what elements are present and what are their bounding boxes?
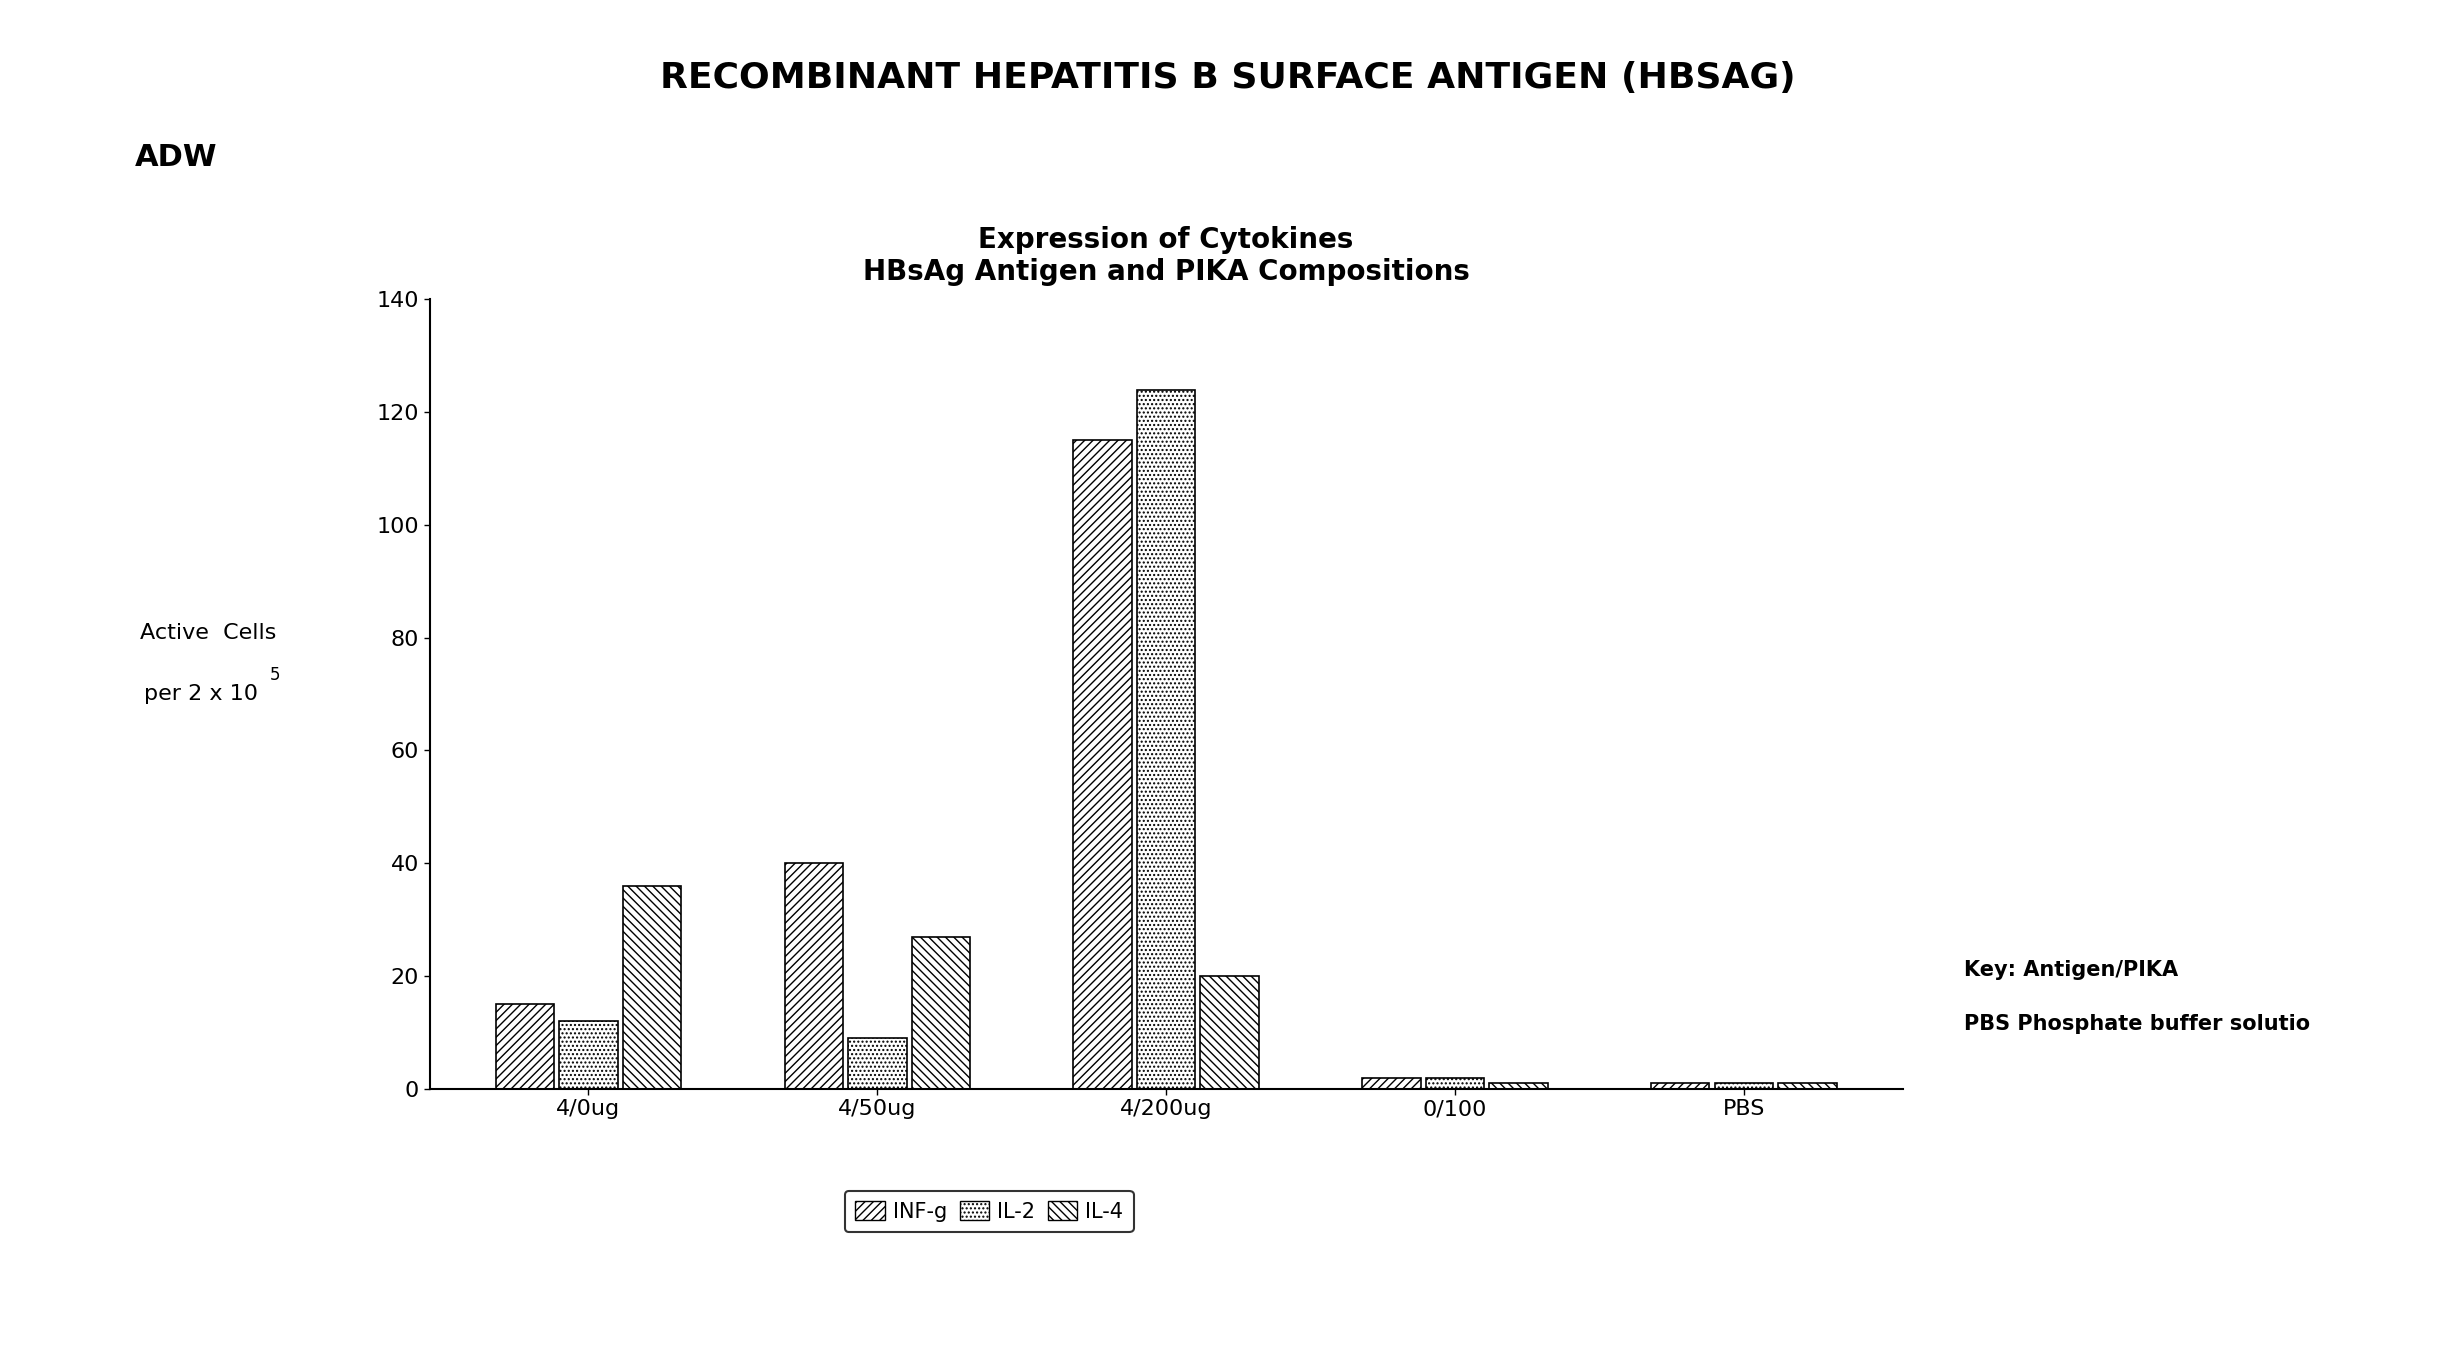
Text: ADW: ADW <box>135 143 218 171</box>
Bar <box>1073 441 1132 1089</box>
Bar <box>911 936 970 1089</box>
Bar <box>786 863 842 1089</box>
Bar <box>1714 1083 1773 1089</box>
Text: 5: 5 <box>270 666 280 685</box>
Text: Key: Antigen/PIKA: Key: Antigen/PIKA <box>1964 960 2178 980</box>
Text: Active  Cells: Active Cells <box>140 623 277 642</box>
Bar <box>560 1021 619 1089</box>
Bar <box>1426 1078 1485 1089</box>
Text: PBS Phosphate buffer solutio: PBS Phosphate buffer solutio <box>1964 1014 2310 1034</box>
Text: per 2 x 10: per 2 x 10 <box>145 685 258 704</box>
Bar <box>847 1038 906 1089</box>
Bar <box>1200 976 1259 1089</box>
Bar <box>1363 1078 1421 1089</box>
Bar <box>1777 1083 1836 1089</box>
Bar <box>1652 1083 1709 1089</box>
Bar <box>1137 389 1196 1089</box>
Title: Expression of Cytokines
HBsAg Antigen and PIKA Compositions: Expression of Cytokines HBsAg Antigen an… <box>862 226 1471 286</box>
Bar <box>496 1004 555 1089</box>
Legend: INF-g, IL-2, IL-4: INF-g, IL-2, IL-4 <box>845 1191 1134 1232</box>
Bar <box>624 886 680 1089</box>
Text: RECOMBINANT HEPATITIS B SURFACE ANTIGEN (HBSAG): RECOMBINANT HEPATITIS B SURFACE ANTIGEN … <box>660 61 1795 95</box>
Bar <box>1490 1083 1547 1089</box>
